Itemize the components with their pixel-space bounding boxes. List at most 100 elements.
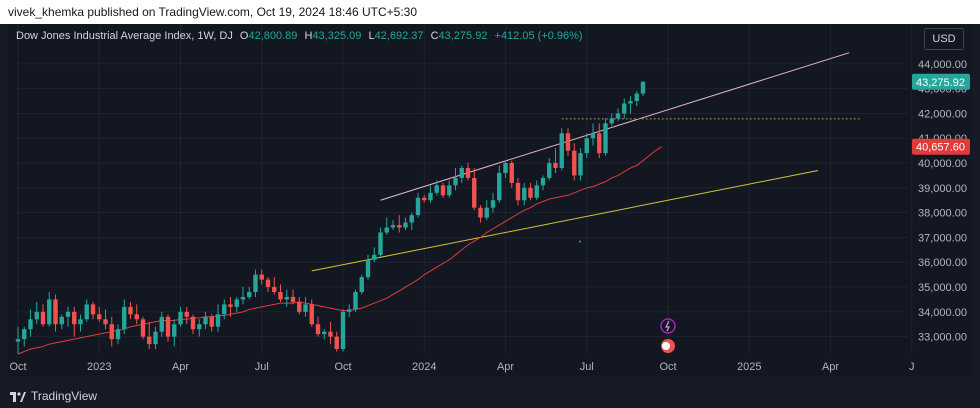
candle-body bbox=[40, 311, 46, 325]
y-tick-label: 44,000.00 bbox=[918, 59, 967, 71]
close-label: C bbox=[430, 30, 439, 42]
symbol-legend: Dow Jones Industrial Average Index, 1W, … bbox=[16, 30, 583, 42]
x-tick-label: 2024 bbox=[412, 361, 436, 373]
candle-body bbox=[222, 304, 227, 315]
candle-body bbox=[103, 319, 108, 325]
candle-body bbox=[347, 309, 352, 312]
currency-button[interactable]: USD bbox=[924, 28, 964, 50]
lightning-event-icon bbox=[660, 318, 676, 334]
candle-body bbox=[515, 182, 521, 201]
candle-body bbox=[128, 306, 133, 315]
y-tick-label: 40,000.00 bbox=[918, 158, 967, 170]
candle-body bbox=[90, 304, 96, 315]
open-value: 42,800.89 bbox=[248, 30, 298, 42]
candlestick-chart[interactable]: 33,000.00 34,000.00 35,000.00 36,000.00 37,0… bbox=[8, 24, 972, 376]
candle-body bbox=[640, 81, 646, 94]
candle-body bbox=[428, 192, 433, 201]
candle-body bbox=[159, 316, 164, 332]
candle-body bbox=[422, 197, 427, 201]
y-tick-label: 39,000.00 bbox=[918, 183, 967, 195]
symbol-name: Dow Jones Industrial Average Index, 1W, … bbox=[16, 30, 233, 42]
candle-body bbox=[15, 339, 21, 342]
candle-body bbox=[490, 200, 496, 208]
candle-body bbox=[259, 274, 264, 280]
candle-body bbox=[503, 163, 508, 173]
candle-body bbox=[378, 232, 383, 255]
candle-body bbox=[147, 336, 152, 345]
brand-name: TradingView bbox=[31, 389, 98, 403]
x-tick-label: J bbox=[909, 361, 915, 373]
high-label: H bbox=[304, 30, 313, 42]
candle-body bbox=[534, 185, 539, 198]
candle-body bbox=[484, 207, 489, 218]
publisher-bar: vivek_khemka published on TradingView.co… bbox=[0, 0, 980, 24]
candle-body bbox=[240, 296, 246, 300]
x-tick-label: Apr bbox=[497, 361, 514, 373]
candle-body bbox=[22, 329, 27, 340]
low-value: 42,692.37 bbox=[374, 30, 424, 42]
high-value: 43,325.09 bbox=[312, 30, 362, 42]
candle-body bbox=[84, 304, 89, 320]
candle-body bbox=[309, 304, 314, 325]
candle-body bbox=[628, 101, 633, 104]
candle-body bbox=[28, 319, 33, 330]
low-label: L bbox=[368, 30, 375, 42]
candle-body bbox=[215, 314, 221, 327]
candle-body bbox=[553, 163, 558, 168]
candle-body bbox=[340, 311, 346, 350]
candle-body bbox=[584, 138, 589, 154]
candle-body bbox=[165, 316, 171, 337]
footer: TradingView bbox=[0, 384, 980, 408]
x-tick-label: 2025 bbox=[737, 361, 761, 373]
tradingview-logo-icon bbox=[10, 384, 26, 408]
x-tick-label: Apr bbox=[172, 361, 189, 373]
candle-body bbox=[590, 133, 596, 139]
candle-body bbox=[603, 123, 608, 154]
candle-body bbox=[234, 299, 239, 307]
candle-body bbox=[228, 304, 233, 307]
candle-body bbox=[634, 93, 639, 102]
candle-body bbox=[522, 187, 527, 201]
candle-body bbox=[203, 316, 208, 325]
candle-body bbox=[372, 254, 377, 260]
candle-body bbox=[303, 304, 308, 312]
candle-body bbox=[290, 296, 296, 302]
candle-body bbox=[284, 296, 289, 300]
candle-body bbox=[465, 168, 471, 178]
close-value: 43,275.92 bbox=[438, 30, 488, 42]
candle-body bbox=[447, 185, 452, 196]
candle-body bbox=[253, 274, 258, 292]
trendline bbox=[380, 52, 850, 201]
x-tick-label: Jul bbox=[255, 361, 269, 373]
candle-body bbox=[559, 133, 564, 168]
candle-body bbox=[72, 311, 77, 325]
candle-body bbox=[540, 177, 546, 186]
candle-body bbox=[65, 311, 71, 317]
candle-body bbox=[134, 314, 139, 320]
price-label-box bbox=[912, 138, 970, 155]
candle-body bbox=[434, 185, 439, 193]
price-label: 43,275.92 bbox=[916, 77, 965, 89]
candle-body bbox=[547, 163, 552, 178]
chart-area[interactable]: 33,000.00 34,000.00 35,000.00 36,000.00 37,0… bbox=[8, 24, 972, 376]
change-value: +412.05 (+0.96%) bbox=[494, 30, 583, 42]
tradingview-logo[interactable]: TradingView bbox=[10, 384, 97, 408]
candle-body bbox=[597, 133, 602, 154]
candle-body bbox=[178, 311, 183, 325]
candle-body bbox=[609, 118, 614, 124]
lightning-icon bbox=[664, 320, 671, 332]
open-label: O bbox=[239, 30, 249, 42]
candle-body bbox=[190, 316, 196, 330]
candle-body bbox=[459, 168, 464, 178]
x-tick-label: Jul bbox=[580, 361, 594, 373]
marker-dot bbox=[579, 240, 581, 243]
x-tick-label: 2023 bbox=[87, 361, 111, 373]
candle-body bbox=[615, 113, 621, 119]
candle-body bbox=[403, 222, 408, 228]
candle-body bbox=[153, 331, 158, 345]
candle-body bbox=[109, 324, 114, 340]
candle-body bbox=[453, 177, 458, 186]
candle-body bbox=[328, 331, 333, 337]
candle-body bbox=[172, 324, 177, 337]
candle-body bbox=[78, 319, 83, 325]
